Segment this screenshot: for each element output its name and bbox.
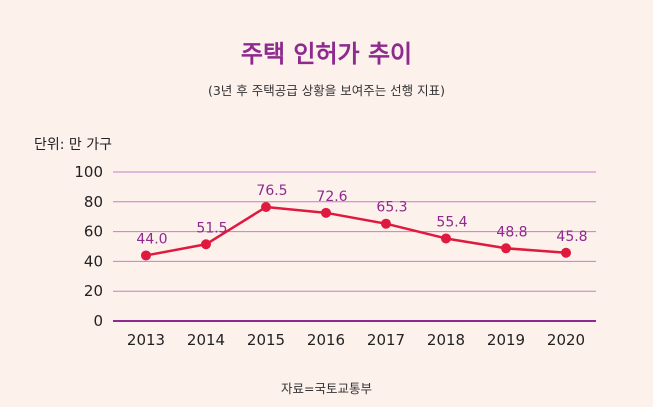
data-label: 76.5 [256,183,287,199]
data-point [321,207,331,218]
data-label: 72.6 [316,189,347,205]
data-point [561,247,571,258]
y-tick-label: 80 [84,193,103,211]
y-tick-label: 60 [84,223,103,241]
x-tick-label: 2018 [427,331,465,349]
y-tick-label: 100 [74,163,103,181]
series-line [145,205,567,257]
data-label: 45.8 [556,229,587,245]
gridlines [113,171,596,322]
source-note: 자료=국토교통부 [281,381,372,396]
x-tick-label: 2013 [127,331,165,349]
x-tick-label: 2015 [247,331,285,349]
chart-subtitle: (3년 후 주택공급 상황을 보여주는 선행 지표) [207,83,446,98]
data-point [501,243,511,254]
data-point [441,233,451,244]
data-labels: 44.0 51.5 76.5 72.6 65.3 55.4 48.8 45.8 [136,183,587,247]
unit-label: 단위: 만 가구 [34,137,113,153]
data-label: 48.8 [496,224,527,240]
y-tick-label: 20 [84,282,103,300]
y-tick-label: 0 [93,312,103,330]
x-axis-ticks: 2013 2014 2015 2016 2017 2018 2019 2020 [127,331,585,349]
x-tick-label: 2014 [187,331,225,349]
data-label: 51.5 [196,220,227,236]
data-point [201,239,211,250]
data-label: 65.3 [376,200,407,216]
y-axis-ticks: 0 20 40 60 80 100 [74,163,103,330]
x-tick-label: 2016 [307,331,345,349]
chart-title: 주택 인허가 추이 [240,40,413,68]
data-point [141,250,151,261]
data-point [381,218,391,229]
x-tick-label: 2020 [547,331,585,349]
data-point [261,202,271,213]
x-tick-label: 2019 [487,331,525,349]
y-tick-label: 40 [84,252,103,270]
data-points [141,202,571,261]
x-tick-label: 2017 [367,331,405,349]
data-label: 55.4 [436,214,467,230]
series-polyline [145,205,567,257]
data-label: 44.0 [136,231,167,247]
